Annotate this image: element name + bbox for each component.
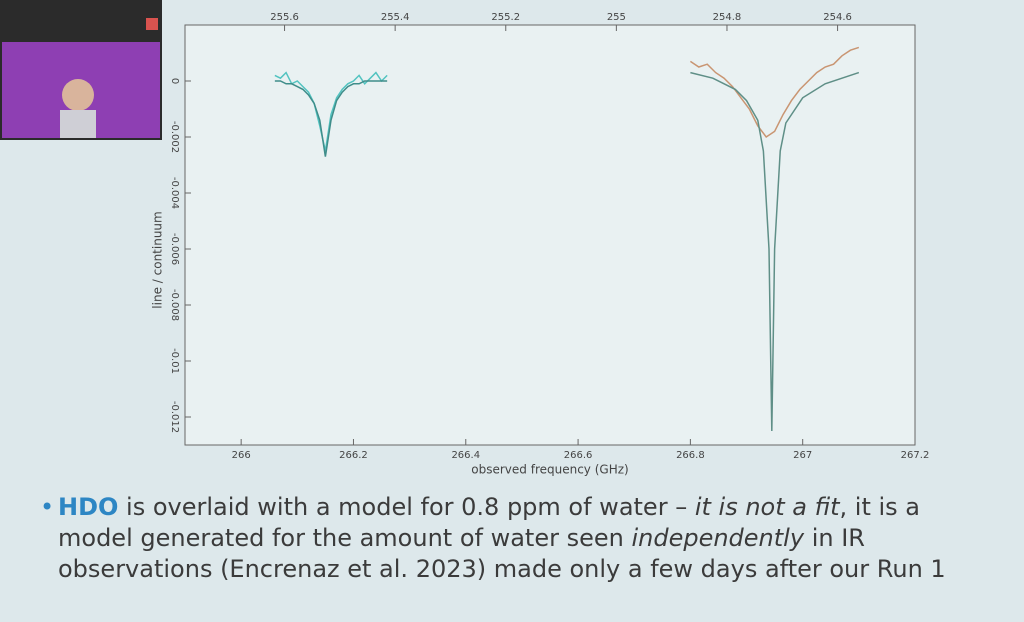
x-tick-label: 266.6 <box>564 450 593 461</box>
x-tick-label: 267.2 <box>901 450 930 461</box>
y-tick-label: -0.006 <box>169 233 180 265</box>
chart: observed frequency (GHz) line / continuu… <box>0 0 930 477</box>
y-tick-label: -0.008 <box>169 289 180 321</box>
bullet-dot: • <box>40 493 55 521</box>
inset-body <box>60 110 96 138</box>
y-tick-label: -0.002 <box>169 121 180 153</box>
x2-tick-label: 254.8 <box>713 12 742 23</box>
y-tick-label: -0.012 <box>169 401 180 433</box>
x-tick-label: 266.8 <box>676 450 705 461</box>
y-axis-label: line / continuum <box>151 211 165 308</box>
bullet-text: is overlaid with a model for 0.8 ppm of … <box>118 493 695 521</box>
x-tick-label: 266.4 <box>451 450 480 461</box>
y-tick-label: -0.01 <box>169 348 180 374</box>
inset-face <box>62 79 94 111</box>
video-inset <box>0 0 162 140</box>
bullet-text: independently <box>631 524 805 552</box>
x-tick-label: 267 <box>793 450 812 461</box>
series-line <box>274 71 388 152</box>
series-line <box>690 71 860 432</box>
bullet-text: it is not a fit <box>694 493 840 521</box>
bullet-text: in IR observations (Encrenaz et al. 2023… <box>58 524 946 583</box>
x2-tick-label: 255 <box>607 12 626 23</box>
y-tick-label: -0.004 <box>169 177 180 209</box>
bullet-text: HDO <box>58 493 119 521</box>
x-tick-label: 266.2 <box>339 450 368 461</box>
x2-tick-label: 255.2 <box>491 12 520 23</box>
series-line <box>689 46 860 139</box>
bullet: • HDO is overlaid with a model for 0.8 pp… <box>40 492 988 585</box>
y-tick-label: 0 <box>169 78 180 84</box>
x-tick-label: 266 <box>232 450 251 461</box>
x2-tick-label: 255.6 <box>270 12 299 23</box>
x2-tick-label: 255.4 <box>381 12 410 23</box>
bullet-text: , it is a model generated for the amount… <box>58 493 921 552</box>
plot-area <box>184 24 916 446</box>
series-line <box>274 80 388 157</box>
x2-tick-label: 254.6 <box>823 12 852 23</box>
inset-button[interactable] <box>146 18 158 30</box>
x-axis-label: observed frequency (GHz) <box>471 463 628 477</box>
